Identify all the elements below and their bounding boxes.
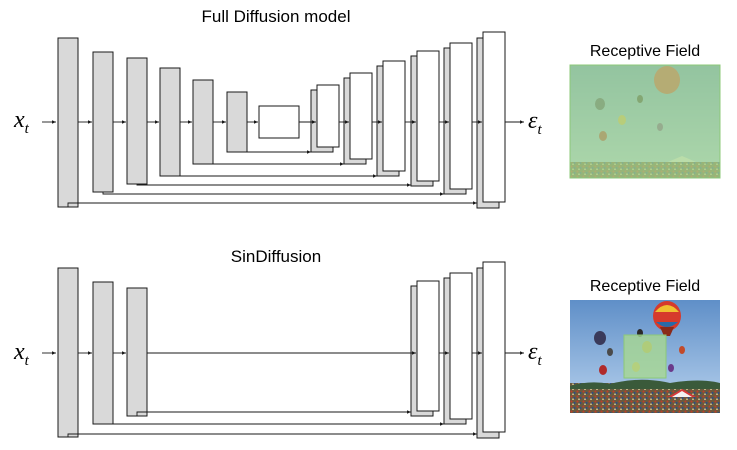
sin-encoder-block-3 [126, 287, 148, 417]
full-diffusion-panel: Full Diffusion model xt [13, 7, 721, 209]
decoder-block-2 [343, 72, 373, 165]
receptive-field-overlay-full [569, 64, 721, 179]
sin-decoder-block-3 [476, 261, 506, 439]
encoder-block-3 [126, 57, 148, 185]
decoder-block-3 [376, 60, 406, 177]
receptive-field-image-patch [570, 300, 720, 413]
decoder-block-6 [476, 31, 506, 209]
sin-decoder-block-1 [410, 280, 440, 417]
encoder-block-1 [57, 37, 79, 208]
decoder-block-4 [410, 50, 440, 187]
encoder-block-5 [192, 79, 214, 165]
decoder-block-1 [310, 84, 340, 153]
sindiffusion-panel: SinDiffusion xt [13, 247, 720, 439]
encoder-block-2 [92, 51, 114, 193]
sin-encoder-block-2 [92, 281, 114, 425]
receptive-field-label: Receptive Field [590, 43, 700, 60]
receptive-field-overlay-patch [623, 334, 667, 379]
panel-title-sindiffusion: SinDiffusion [231, 247, 321, 266]
bottleneck-block [258, 105, 300, 139]
decoder-block-5 [443, 42, 473, 195]
receptive-field-label-2: Receptive Field [590, 278, 700, 295]
input-xt-label: xt [13, 107, 30, 137]
output-epsilon-t-label-2: εt [528, 339, 542, 369]
panel-title-full-diffusion: Full Diffusion model [202, 7, 351, 26]
skip-connections [67, 150, 477, 207]
sin-decoder-block-2 [443, 272, 473, 425]
receptive-field-image-full [569, 64, 721, 179]
sin-skip-connections [67, 410, 477, 437]
encoder-block-4 [159, 67, 181, 177]
output-epsilon-t-label: εt [528, 108, 542, 138]
sin-encoder-block-1 [57, 267, 79, 438]
input-xt-label-2: xt [13, 339, 30, 369]
encoder-block-6 [226, 91, 248, 153]
hot-air-balloon-large [653, 301, 681, 336]
